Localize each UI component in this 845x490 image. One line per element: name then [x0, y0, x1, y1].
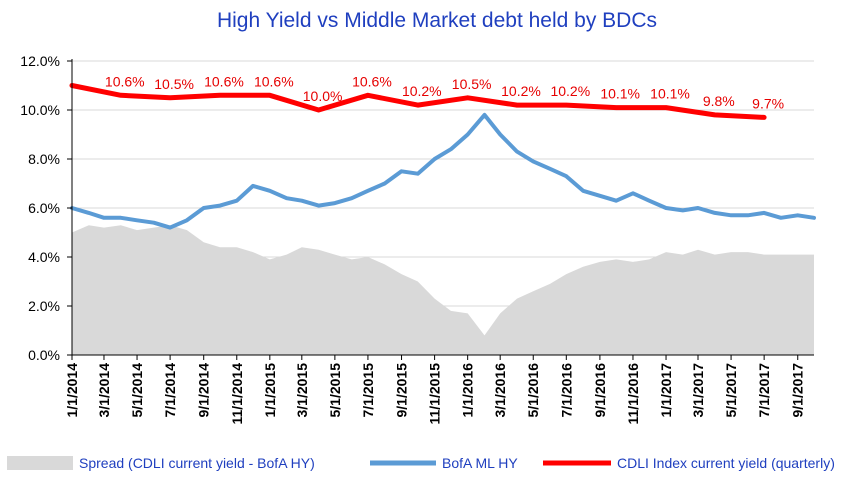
x-tick-label: 11/1/2014: [229, 363, 245, 425]
lines-layer: [69, 83, 816, 230]
cdli-yield-line: [69, 83, 767, 120]
bofa-hy-line: [70, 112, 816, 230]
x-tick-label: 5/1/2015: [327, 363, 343, 418]
y-tick-label: 2.0%: [28, 298, 60, 314]
x-tick-label: 3/1/2015: [294, 363, 310, 418]
x-tick-label: 5/1/2014: [129, 363, 145, 418]
data-label: 10.1%: [650, 86, 690, 102]
data-label: 10.5%: [154, 76, 194, 92]
data-label: 10.6%: [204, 73, 244, 89]
legend-label-bofa: BofA ML HY: [442, 455, 518, 471]
y-tick-label: 4.0%: [28, 249, 60, 265]
y-tick-label: 0.0%: [28, 347, 60, 363]
y-tick-label: 6.0%: [28, 200, 60, 216]
spread-area-layer: [72, 225, 814, 355]
y-tick-label: 8.0%: [28, 151, 60, 167]
x-tick-label: 11/1/2016: [625, 363, 641, 425]
data-label: 10.1%: [600, 86, 640, 102]
data-label: 10.5%: [452, 76, 492, 92]
x-tick-label: 1/1/2014: [64, 363, 80, 418]
x-tick-label: 9/1/2016: [592, 363, 608, 418]
data-label: 9.8%: [703, 93, 735, 109]
data-labels: 10.6% 10.5% 10.6% 10.6% 10.0% 10.6% 10.2% 10.5%…: [105, 73, 784, 111]
x-tick-label: 3/1/2014: [96, 363, 112, 418]
legend-label-cdli: CDLI Index current yield (quarterly): [617, 455, 835, 471]
x-tick-label: 9/1/2014: [196, 363, 212, 418]
legend: Spread (CDLI current yield - BofA HY) Bof…: [7, 455, 835, 471]
x-tick-label: 5/1/2016: [525, 363, 541, 418]
axes: 0.0% 2.0% 4.0% 6.0% 8.0% 10.0% 12.0% 1/1/2014 3/…: [20, 53, 814, 425]
y-tick-label: 12.0%: [20, 53, 60, 69]
y-tick-label: 10.0%: [20, 102, 60, 118]
x-tick-label: 3/1/2016: [492, 363, 508, 418]
data-label: 10.6%: [254, 73, 294, 89]
x-tick-label: 7/1/2015: [360, 363, 376, 418]
x-tick-label: 7/1/2016: [558, 363, 574, 418]
chart-title: High Yield vs Middle Market debt held by…: [217, 9, 657, 32]
x-tick-label: 1/1/2017: [658, 363, 674, 418]
x-tick-label: 9/1/2017: [790, 363, 806, 418]
x-tick-label: 7/1/2014: [162, 363, 178, 418]
x-tick-label: 5/1/2017: [723, 363, 739, 418]
data-label: 9.7%: [752, 95, 784, 111]
legend-swatch-spread: [7, 456, 73, 470]
x-tick-label: 9/1/2015: [394, 363, 410, 418]
data-label: 10.2%: [402, 83, 442, 99]
data-label: 10.0%: [303, 88, 343, 104]
data-label: 10.2%: [550, 83, 590, 99]
x-tick-label: 11/1/2015: [427, 363, 443, 425]
legend-label-spread: Spread (CDLI current yield - BofA HY): [79, 455, 315, 471]
data-label: 10.2%: [501, 83, 541, 99]
data-label: 10.6%: [105, 73, 145, 89]
x-tick-label: 3/1/2017: [690, 363, 706, 418]
spread-area: [72, 225, 814, 355]
data-label: 10.6%: [352, 73, 392, 89]
x-tick-label: 1/1/2016: [460, 363, 476, 418]
x-tick-label: 7/1/2017: [756, 363, 772, 418]
x-tick-label: 1/1/2015: [262, 363, 278, 418]
